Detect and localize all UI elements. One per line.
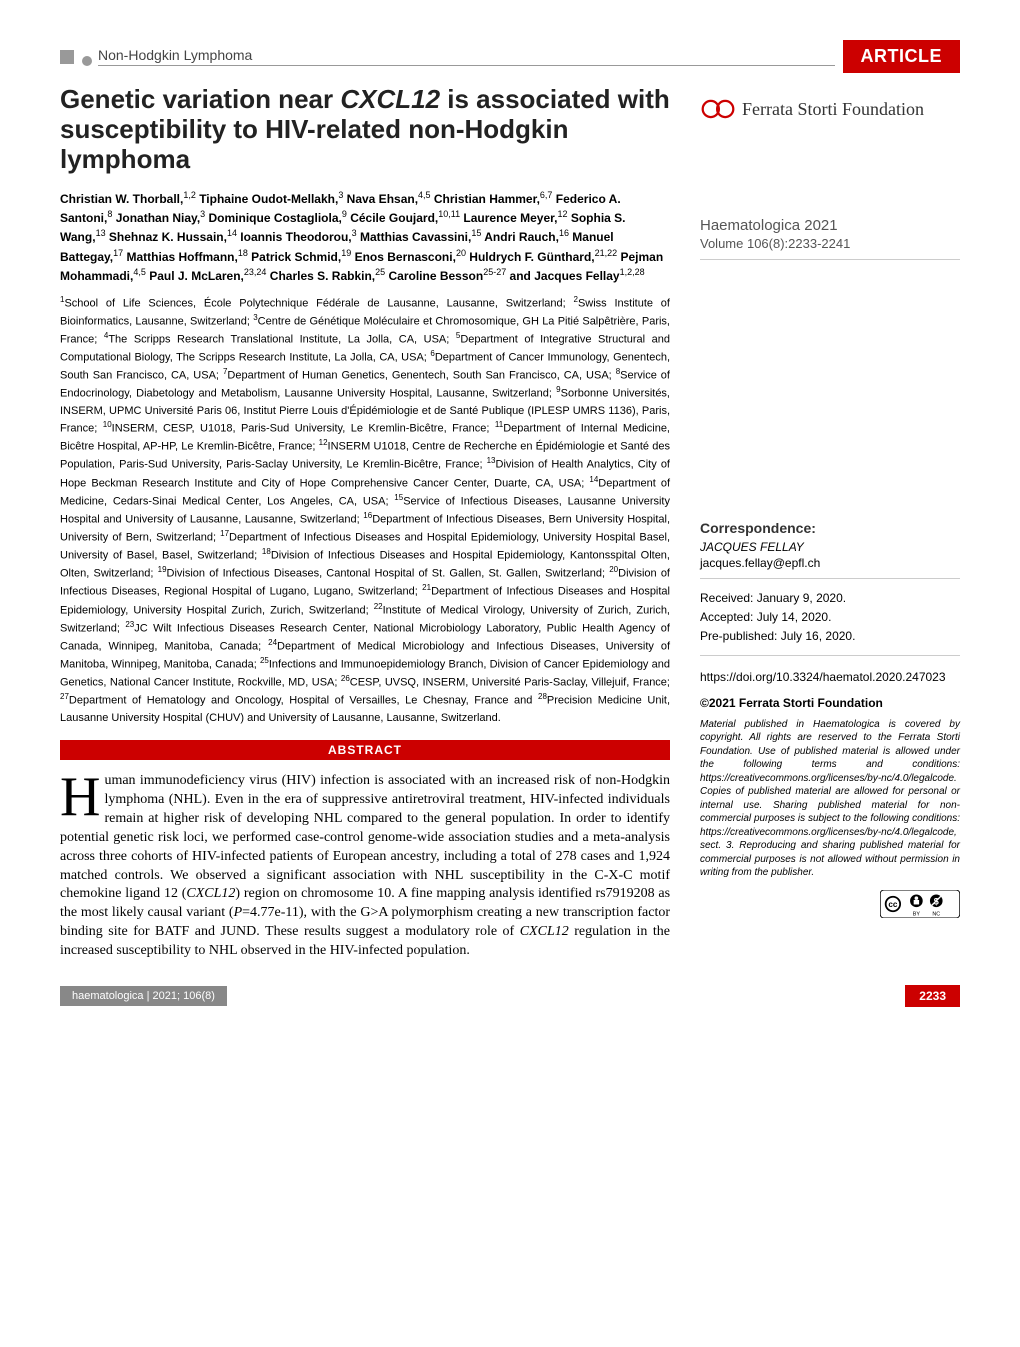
date-received: Received: January 9, 2020. xyxy=(700,589,960,608)
title-pre: Genetic variation near xyxy=(60,84,340,114)
correspondence-heading: Correspondence: xyxy=(700,520,960,536)
ferrata-logo-icon xyxy=(700,91,736,127)
journal-title: Haematologica xyxy=(700,217,800,234)
date-prepublished: Pre-published: July 16, 2020. xyxy=(700,627,960,646)
cc-by-nc-icon: cc $ BY NC xyxy=(880,890,960,918)
article-title: Genetic variation near CXCL12 is associa… xyxy=(60,85,670,175)
abstract-body: uman immunodeficiency virus (HIV) infect… xyxy=(60,773,670,958)
svg-text:BY: BY xyxy=(913,911,921,917)
volume-info: Volume 106(8):2233-2241 xyxy=(700,236,960,260)
author-list: Christian W. Thorball,1,2 Tiphaine Oudot… xyxy=(60,189,670,286)
correspondence-email[interactable]: jacques.fellay@epfl.ch xyxy=(700,556,960,579)
journal-year: 2021 xyxy=(804,217,837,234)
publisher-logo: Ferrata Storti Foundation xyxy=(700,91,960,127)
svg-text:NC: NC xyxy=(932,911,940,917)
header-dot-icon xyxy=(82,56,92,66)
publisher-logo-text: Ferrata Storti Foundation xyxy=(742,99,924,120)
page-footer: haematologica | 2021; 106(8) 2233 xyxy=(60,985,960,1007)
affiliations: 1School of Life Sciences, École Polytech… xyxy=(60,294,670,726)
date-accepted: Accepted: July 14, 2020. xyxy=(700,608,960,627)
article-tab: ARTICLE xyxy=(843,40,961,73)
journal-name: Haematologica 2021 xyxy=(700,217,960,234)
license-text: Material published in Haematologica is c… xyxy=(700,718,960,880)
abstract-heading: ABSTRACT xyxy=(60,740,670,760)
svg-text:cc: cc xyxy=(888,900,898,909)
title-gene: CXCL12 xyxy=(340,84,440,114)
doi-link[interactable]: https://doi.org/10.3324/haematol.2020.24… xyxy=(700,670,960,684)
section-name: Non-Hodgkin Lymphoma xyxy=(98,47,835,66)
correspondence-name: JACQUES FELLAY xyxy=(700,540,960,554)
publication-dates: Received: January 9, 2020. Accepted: Jul… xyxy=(700,589,960,656)
footer-citation: haematologica | 2021; 106(8) xyxy=(60,986,227,1006)
header-square-icon xyxy=(60,50,74,64)
cc-license-badge[interactable]: cc $ BY NC xyxy=(700,890,960,923)
abstract-text: Human immunodeficiency virus (HIV) infec… xyxy=(60,772,670,961)
abstract-dropcap: H xyxy=(60,772,104,822)
header-row: Non-Hodgkin Lymphoma ARTICLE xyxy=(60,40,960,73)
copyright-notice: ©2021 Ferrata Storti Foundation xyxy=(700,696,960,710)
footer-page-number: 2233 xyxy=(905,985,960,1007)
